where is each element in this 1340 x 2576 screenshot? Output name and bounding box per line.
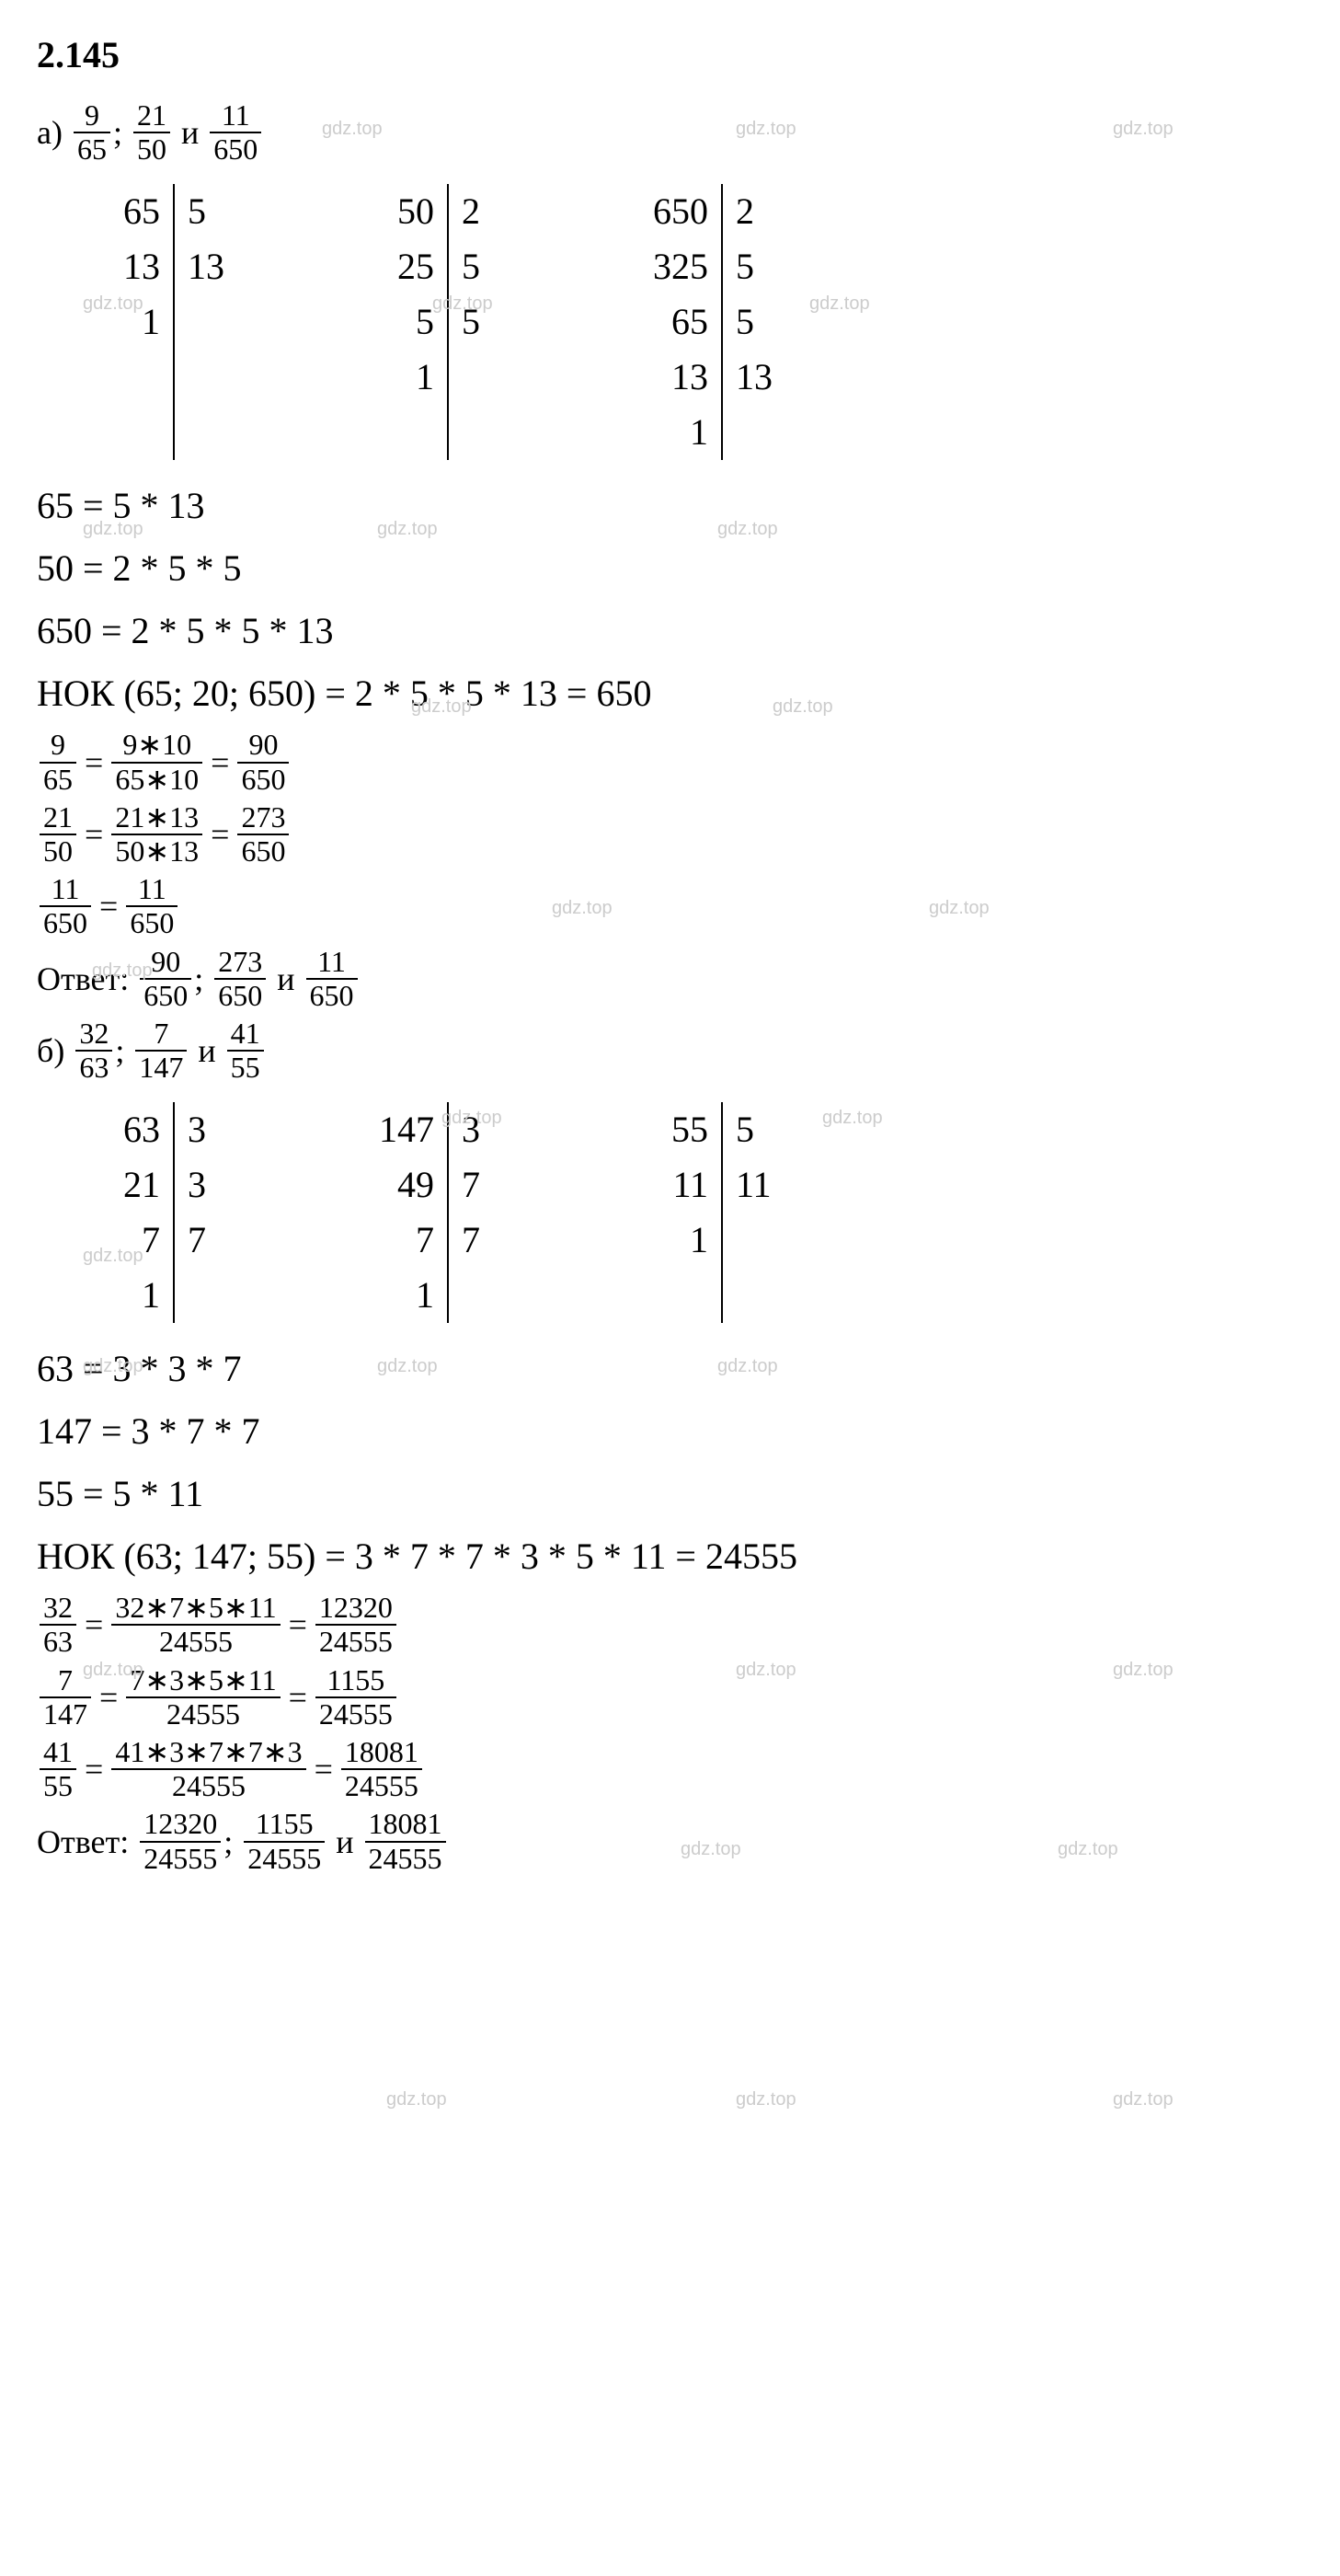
answer-label: Ответ: xyxy=(37,1817,129,1867)
part-b-factor-tables: 63 21 7 1 3 3 7 147 49 7 1 3 7 7 xyxy=(92,1102,1303,1323)
factorization: 147 = 3 * 7 * 7 xyxy=(37,1404,1303,1459)
part-a-answer: Ответ: 90650; 273650 и 11650 xyxy=(37,946,1303,1012)
conversion-line: 2150 = 21∗1350∗13 = 273650 xyxy=(37,801,1303,868)
part-b-answer: Ответ: 1232024555; 115524555 и 180812455… xyxy=(37,1808,1303,1874)
part-a-factor-tables: 65 13 1 5 13 50 25 5 1 2 5 5 xyxy=(92,184,1303,460)
factor-col-left: 147 49 7 1 xyxy=(366,1102,449,1323)
factor-table: 65 13 1 5 13 xyxy=(92,184,237,460)
sep: ; xyxy=(113,108,122,157)
fraction: 21 50 xyxy=(133,99,170,166)
answer-label: Ответ: xyxy=(37,954,129,1004)
watermark-text: gdz.top xyxy=(736,2086,796,2113)
part-a-label: а) xyxy=(37,108,63,157)
conversion-line: 7147 = 7∗3∗5∗1124555 = 115524555 xyxy=(37,1664,1303,1731)
factor-table: 147 49 7 1 3 7 7 xyxy=(366,1102,511,1323)
factor-col-right: 3 3 7 xyxy=(175,1102,237,1323)
factorization: 63 = 3 * 3 * 7 xyxy=(37,1341,1303,1397)
factor-col-left: 55 11 1 xyxy=(640,1102,723,1323)
factor-col-right: 2 5 5 13 xyxy=(723,184,785,460)
factor-col-left: 65 13 1 xyxy=(92,184,175,460)
factor-table: 650 325 65 13 1 2 5 5 13 xyxy=(640,184,785,460)
nok-line: НОК (65; 20; 650) = 2 * 5 * 5 * 13 = 650 xyxy=(37,666,1303,721)
conversion-line: 965 = 9∗1065∗10 = 90650 xyxy=(37,729,1303,795)
factorization: 55 = 5 * 11 xyxy=(37,1466,1303,1522)
fraction: 9 65 xyxy=(74,99,110,166)
factor-col-right: 3 7 7 xyxy=(449,1102,511,1323)
part-b-label: б) xyxy=(37,1026,64,1075)
factor-col-right: 2 5 5 xyxy=(449,184,511,460)
problem-number: 2.145 xyxy=(37,28,1303,83)
factor-col-left: 63 21 7 1 xyxy=(92,1102,175,1323)
watermark-text: gdz.top xyxy=(1113,2086,1174,2113)
factor-col-left: 50 25 5 1 xyxy=(366,184,449,460)
factorization: 65 = 5 * 13 xyxy=(37,478,1303,534)
factorization: 650 = 2 * 5 * 5 * 13 xyxy=(37,604,1303,659)
watermark-text: gdz.top xyxy=(386,2086,447,2113)
fraction: 11 650 xyxy=(210,99,261,166)
conversion-line: 3263 = 32∗7∗5∗1124555 = 1232024555 xyxy=(37,1592,1303,1658)
factor-col-right: 5 11 xyxy=(723,1102,785,1323)
factor-table: 63 21 7 1 3 3 7 xyxy=(92,1102,237,1323)
page-root: 2.145 а) 9 65 ; 21 50 и 11 650 65 13 1 5… xyxy=(37,28,1303,1875)
conversion-line: 11650 = 11650 xyxy=(37,873,1303,939)
factor-table: 55 11 1 5 11 xyxy=(640,1102,785,1323)
joiner: и xyxy=(181,108,199,157)
nok-line: НОК (63; 147; 55) = 3 * 7 * 7 * 3 * 5 * … xyxy=(37,1529,1303,1584)
part-a-fractions: а) 9 65 ; 21 50 и 11 650 xyxy=(37,99,1303,166)
factor-table: 50 25 5 1 2 5 5 xyxy=(366,184,511,460)
factor-col-left: 650 325 65 13 1 xyxy=(640,184,723,460)
conversion-line: 4155 = 41∗3∗7∗7∗324555 = 1808124555 xyxy=(37,1736,1303,1802)
factorization: 50 = 2 * 5 * 5 xyxy=(37,541,1303,596)
factor-col-right: 5 13 xyxy=(175,184,237,460)
part-b-fractions: б) 3263; 7147 и 4155 xyxy=(37,1018,1303,1084)
